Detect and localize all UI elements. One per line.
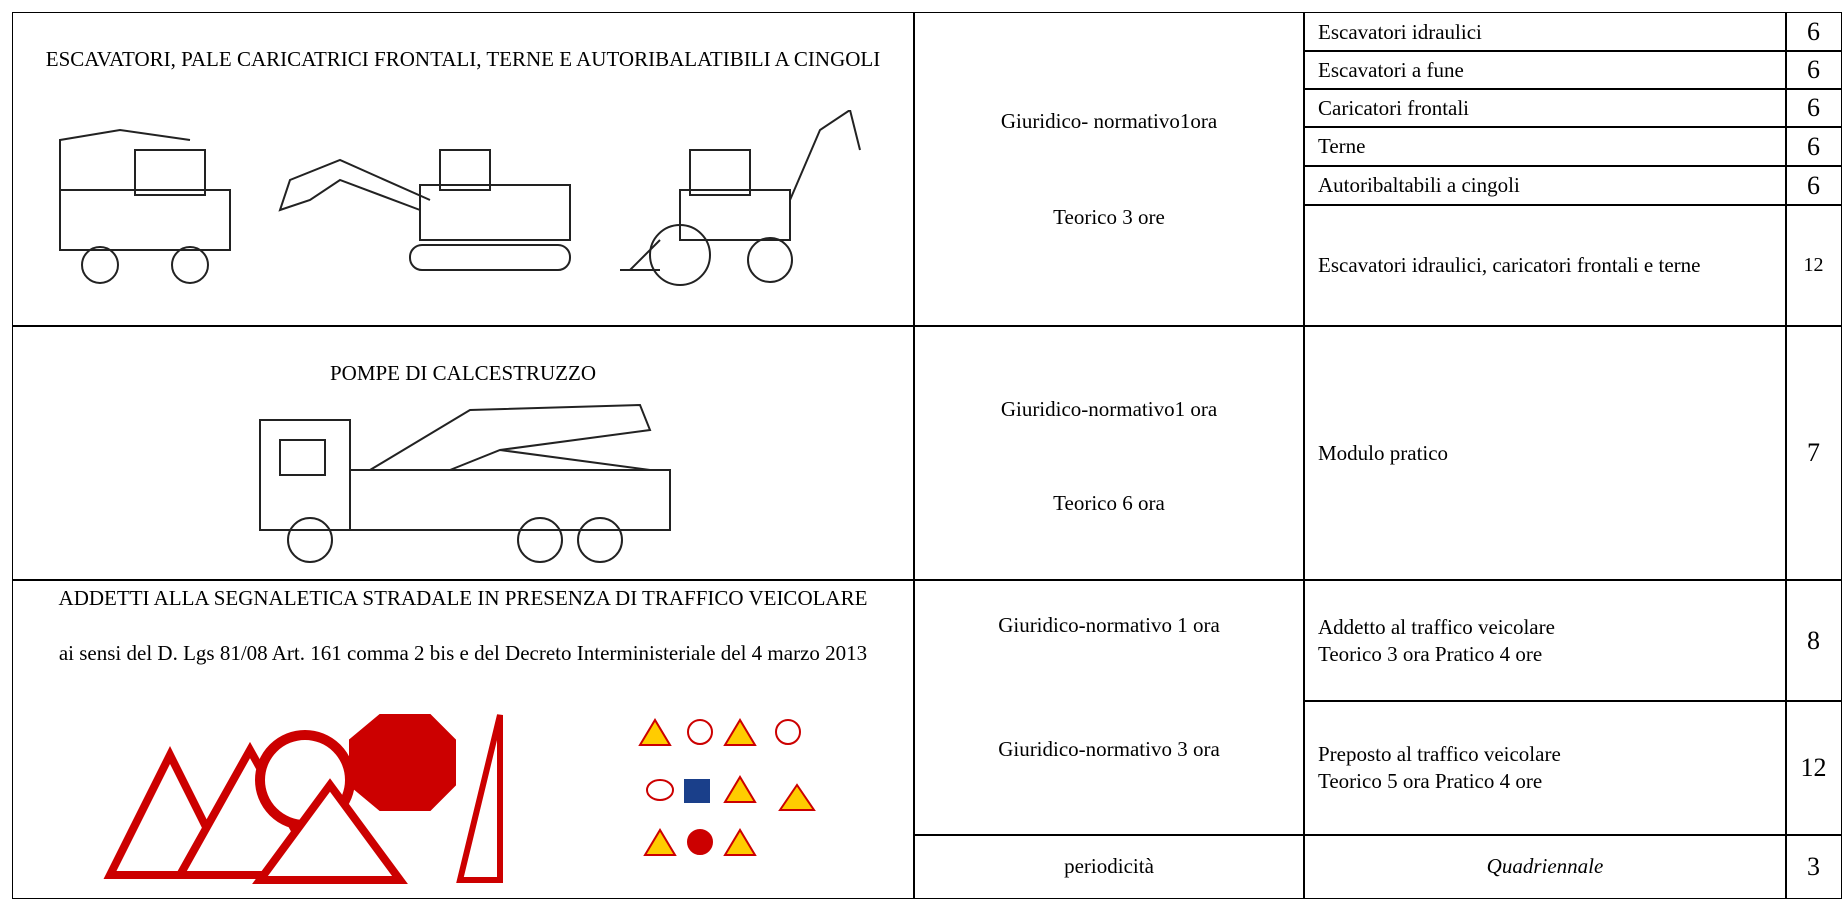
category-title: ADDETTI ALLA SEGNALETICA STRADALE IN PRE… xyxy=(58,586,868,610)
cell xyxy=(12,325,915,581)
course-name: Terne xyxy=(1303,126,1787,167)
course-hours: 6 xyxy=(1785,50,1842,90)
course-name: Autoribaltabili a cingoli xyxy=(1318,173,1520,197)
course-name: Addetto al traffico veicolare Teorico 3 o… xyxy=(1303,579,1787,702)
course-detail: Teorico 3 ora Pratico 4 ore xyxy=(1318,641,1543,666)
periodic-hours: 3 xyxy=(1785,834,1842,899)
course-name: Caricatori frontali xyxy=(1303,88,1787,128)
course-text: Preposto al traffico veicolare Teorico 5 … xyxy=(1318,741,1561,795)
cell xyxy=(913,325,1305,581)
module-text: Teorico 3 ore xyxy=(1053,205,1165,229)
cell xyxy=(12,579,915,899)
course-name: Escavatori a fune xyxy=(1303,50,1787,90)
course-name: Modulo pratico xyxy=(1303,325,1787,581)
category-title: ESCAVATORI, PALE CARICATRICI FRONTALI, T… xyxy=(45,47,881,71)
module-text: Giuridico-normativo 3 ora xyxy=(998,737,1220,761)
course-text: Addetto al traffico veicolare Teorico 3 o… xyxy=(1318,614,1555,668)
machines-illustration xyxy=(59,110,861,286)
course-name: Preposto al traffico veicolare xyxy=(1318,742,1561,766)
course-name: Escavatori idraulici, caricatori frontal… xyxy=(1318,253,1701,277)
pump-truck-illustration xyxy=(259,403,671,563)
course-name: Autoribaltabili a cingoli xyxy=(1303,165,1787,206)
periodic-label: periodicità xyxy=(1064,854,1154,878)
module-text: Giuridico- normativo1ora xyxy=(1000,109,1218,133)
module-text: Giuridico-normativo1 ora xyxy=(1000,397,1218,421)
road-signs-illustration xyxy=(103,714,816,884)
course-name: Escavatori idraulici xyxy=(1303,12,1787,52)
course-name: Escavatori idraulici xyxy=(1318,19,1482,44)
course-hours: 6 xyxy=(1785,12,1842,52)
course-hours: 6 xyxy=(1785,88,1842,128)
course-hours: 7 xyxy=(1785,325,1842,581)
course-name: Escavatori idraulici, caricatori frontal… xyxy=(1303,204,1787,327)
course-detail: Teorico 5 ora Pratico 4 ore xyxy=(1318,769,1543,793)
category-subtitle: ai sensi del D. Lgs 81/08 Art. 161 comma… xyxy=(58,641,868,665)
module-text: Teorico 6 ora xyxy=(1053,491,1165,515)
course-name: Addetto al traffico veicolare xyxy=(1318,614,1555,639)
course-name: Caricatori frontali xyxy=(1318,95,1470,120)
course-name: Preposto al traffico veicolare Teorico 5 … xyxy=(1303,700,1787,836)
course-hours: 12 xyxy=(1785,700,1842,836)
course-hours: 6 xyxy=(1785,165,1842,206)
course-name: Terne xyxy=(1318,134,1366,158)
cell xyxy=(913,834,1305,899)
course-hours: 6 xyxy=(1785,126,1842,167)
periodic-value: Quadriennale xyxy=(1303,834,1787,899)
course-name: Modulo pratico xyxy=(1318,440,1449,465)
course-name: Escavatori a fune xyxy=(1318,57,1464,82)
course-hours: 12 xyxy=(1785,204,1842,327)
module-text: Giuridico-normativo 1 ora xyxy=(998,613,1220,637)
course-hours: 8 xyxy=(1785,579,1842,702)
cell xyxy=(913,12,1305,327)
cell xyxy=(913,579,1305,836)
category-title: POMPE DI CALCESTRUZZO xyxy=(329,361,597,385)
cell xyxy=(12,12,915,327)
